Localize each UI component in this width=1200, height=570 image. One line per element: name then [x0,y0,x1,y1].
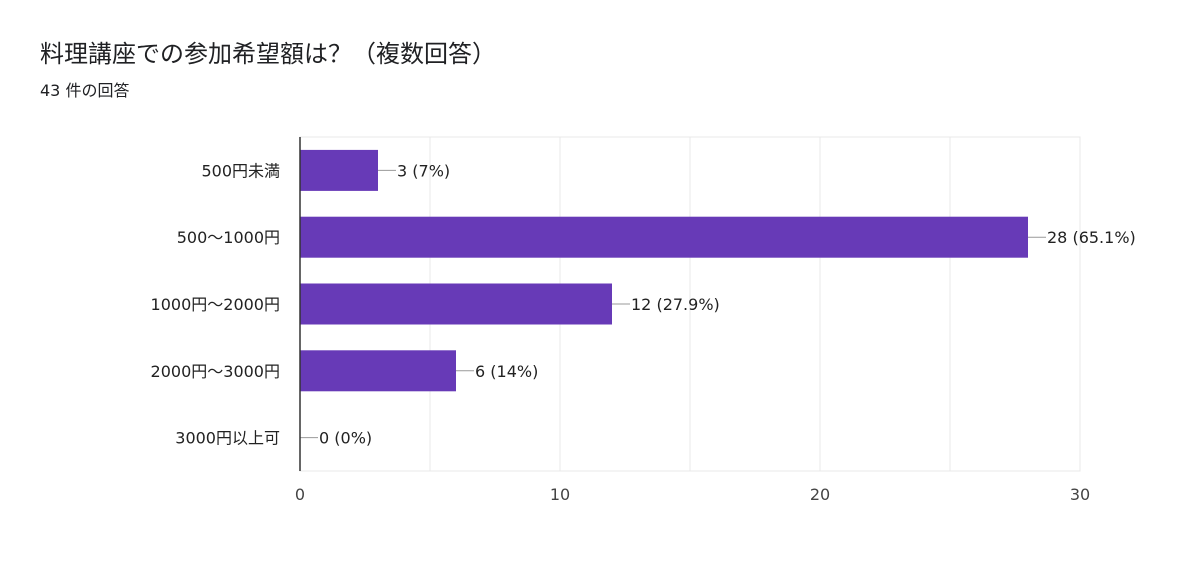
response-count: 43 件の回答 [40,81,130,100]
x-tick-label: 10 [550,485,570,504]
value-label: 0 (0%) [319,429,372,448]
value-label: 3 (7%) [397,161,450,180]
x-tick-label: 20 [810,485,830,504]
bar [300,283,612,325]
bar [300,350,456,392]
value-label: 12 (27.9%) [631,295,720,314]
category-label: 500〜1000円 [177,228,280,247]
bar [300,149,378,191]
category-label: 1000円〜2000円 [151,295,280,314]
category-label: 3000円以上可 [175,429,280,448]
bar [300,216,1028,258]
value-label: 28 (65.1%) [1047,228,1136,247]
x-tick-label: 0 [295,485,305,504]
x-tick-label: 30 [1070,485,1090,504]
chart-title: 料理講座での参加希望額は？（複数回答） [40,40,496,68]
category-label: 500円未満 [201,161,280,180]
category-label: 2000円〜3000円 [151,362,280,381]
value-label: 6 (14%) [475,362,538,381]
